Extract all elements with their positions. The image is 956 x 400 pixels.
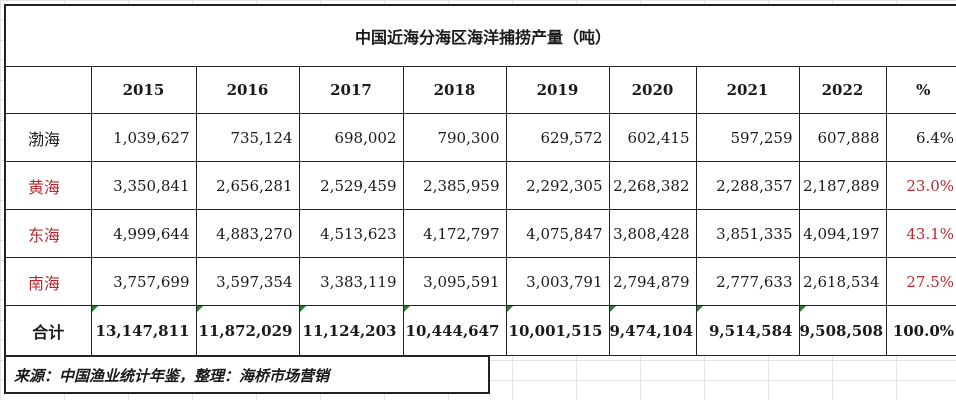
value-cell[interactable]: 2,187,889 [798,161,887,210]
value-cell[interactable]: 4,513,623 [298,209,404,258]
total-value-cell[interactable]: 11,872,029 [195,305,300,356]
total-value-cell[interactable]: 9,514,584 [695,305,800,356]
row-label[interactable]: 黄海 [4,161,92,210]
data-table-container: 中国近海分海区海洋捕捞产量（吨） 2015 2016 2017 2018 2019 202… [3,4,956,356]
table-row: 黄海 3,350,841 2,656,281 2,529,459 2,385,959 2,… [4,161,956,210]
value-cell[interactable]: 4,883,270 [195,209,300,258]
value-cell[interactable]: 2,618,534 [798,257,887,306]
percent-cell[interactable]: 6.4% [885,113,956,162]
total-value-cell[interactable]: 9,508,508 [798,305,887,356]
value-cell[interactable]: 2,529,459 [298,161,404,210]
value-cell[interactable]: 790,300 [402,113,507,162]
header-cell-percent[interactable]: % [885,66,956,114]
value-cell[interactable]: 4,075,847 [505,209,610,258]
header-cell-2016[interactable]: 2016 [195,66,300,114]
table-row: 渤海 1,039,627 735,124 698,002 790,300 629,572 6… [4,113,956,162]
value-cell[interactable]: 2,794,879 [608,257,697,306]
value-cell[interactable]: 1,039,627 [90,113,197,162]
catch-table: 中国近海分海区海洋捕捞产量（吨） 2015 2016 2017 2018 2019 202… [3,4,956,356]
table-row: 南海 3,757,699 3,597,354 3,383,119 3,095,591 3,… [4,257,956,306]
value-cell[interactable]: 3,851,335 [695,209,800,258]
table-row: 东海 4,999,644 4,883,270 4,513,623 4,172,797 4,… [4,209,956,258]
value-cell[interactable]: 3,350,841 [90,161,197,210]
table-title[interactable]: 中国近海分海区海洋捕捞产量（吨） [3,4,956,67]
header-cell-2022[interactable]: 2022 [798,66,887,114]
row-label[interactable]: 南海 [4,257,92,306]
header-cell-2019[interactable]: 2019 [505,66,610,114]
header-cell-2020[interactable]: 2020 [608,66,697,114]
total-value-cell[interactable]: 9,474,104 [608,305,697,356]
total-value-cell[interactable]: 10,001,515 [505,305,610,356]
header-cell-2018[interactable]: 2018 [402,66,507,114]
header-corner-cell[interactable] [4,66,92,114]
value-cell[interactable]: 629,572 [505,113,610,162]
value-cell[interactable]: 2,385,959 [402,161,507,210]
value-cell[interactable]: 602,415 [608,113,697,162]
value-cell[interactable]: 735,124 [195,113,300,162]
value-cell[interactable]: 3,597,354 [195,257,300,306]
value-cell[interactable]: 4,094,197 [798,209,887,258]
value-cell[interactable]: 3,095,591 [402,257,507,306]
value-cell[interactable]: 3,757,699 [90,257,197,306]
total-value-cell[interactable]: 11,124,203 [298,305,404,356]
value-cell[interactable]: 2,656,281 [195,161,300,210]
value-cell[interactable]: 2,292,305 [505,161,610,210]
header-cell-2017[interactable]: 2017 [298,66,404,114]
value-cell[interactable]: 698,002 [298,113,404,162]
value-cell[interactable]: 3,383,119 [298,257,404,306]
value-cell[interactable]: 3,003,791 [505,257,610,306]
value-cell[interactable]: 2,268,382 [608,161,697,210]
header-row: 2015 2016 2017 2018 2019 2020 2021 2022% [4,66,956,114]
header-cell-2021[interactable]: 2021 [695,66,800,114]
total-percent-cell[interactable]: 100.0% [885,305,956,356]
total-value-cell[interactable]: 10,444,647 [402,305,507,356]
total-row: 合计 13,147,811 11,872,029 11,124,203 10,444,6… [4,305,956,356]
value-cell[interactable]: 2,777,633 [695,257,800,306]
percent-cell[interactable]: 43.1% [885,209,956,258]
row-label[interactable]: 东海 [4,209,92,258]
value-cell[interactable]: 597,259 [695,113,800,162]
total-label[interactable]: 合计 [4,305,92,356]
value-cell[interactable]: 4,999,644 [90,209,197,258]
header-cell-2015[interactable]: 2015 [90,66,197,114]
source-note[interactable]: 来源：中国渔业统计年鉴，整理：海桥市场营销 [4,356,490,394]
row-label[interactable]: 渤海 [4,113,92,162]
value-cell[interactable]: 4,172,797 [402,209,507,258]
value-cell[interactable]: 2,288,357 [695,161,800,210]
total-value-cell[interactable]: 13,147,811 [90,305,197,356]
value-cell[interactable]: 607,888 [798,113,887,162]
value-cell[interactable]: 3,808,428 [608,209,697,258]
percent-cell[interactable]: 27.5% [885,257,956,306]
percent-cell[interactable]: 23.0% [885,161,956,210]
